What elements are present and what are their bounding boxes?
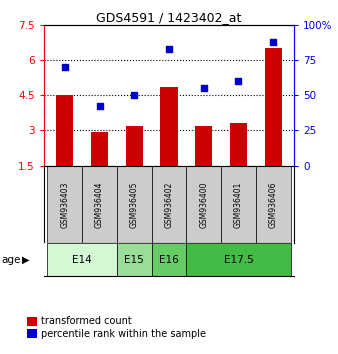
Bar (230, 123, 247, 166)
Bar (160, 87, 178, 166)
Bar (91, 132, 108, 166)
Point (270, 39, 276, 45)
Bar (152, 244, 186, 276)
Text: ▶: ▶ (22, 255, 29, 265)
Bar (195, 126, 212, 166)
Bar (47, 244, 117, 276)
Point (62, 64, 68, 70)
Text: percentile rank within the sample: percentile rank within the sample (41, 329, 206, 339)
Bar (47, 166, 82, 244)
Bar (117, 244, 152, 276)
Text: GSM936400: GSM936400 (199, 181, 208, 228)
Title: GDS4591 / 1423402_at: GDS4591 / 1423402_at (96, 11, 242, 24)
Text: GSM936406: GSM936406 (269, 181, 278, 228)
Text: GSM936401: GSM936401 (234, 181, 243, 228)
Text: age: age (2, 255, 21, 265)
Bar (265, 48, 282, 166)
Text: E16: E16 (159, 255, 179, 265)
Point (97, 104, 102, 109)
Text: E17.5: E17.5 (224, 255, 254, 265)
Bar (82, 166, 117, 244)
Bar (256, 166, 291, 244)
Text: GSM936403: GSM936403 (60, 181, 69, 228)
Bar (126, 126, 143, 166)
Text: E14: E14 (72, 255, 92, 265)
Text: E15: E15 (124, 255, 144, 265)
Text: GSM936405: GSM936405 (130, 181, 139, 228)
Bar (221, 166, 256, 244)
Bar (186, 244, 291, 276)
Point (201, 85, 207, 91)
Text: transformed count: transformed count (41, 316, 131, 326)
Text: GSM936404: GSM936404 (95, 181, 104, 228)
Bar (186, 166, 221, 244)
Point (236, 78, 241, 84)
Point (166, 46, 172, 52)
Bar (56, 95, 73, 166)
Text: GSM936402: GSM936402 (165, 181, 173, 228)
Bar (117, 166, 152, 244)
Bar (152, 166, 186, 244)
Point (131, 92, 137, 98)
